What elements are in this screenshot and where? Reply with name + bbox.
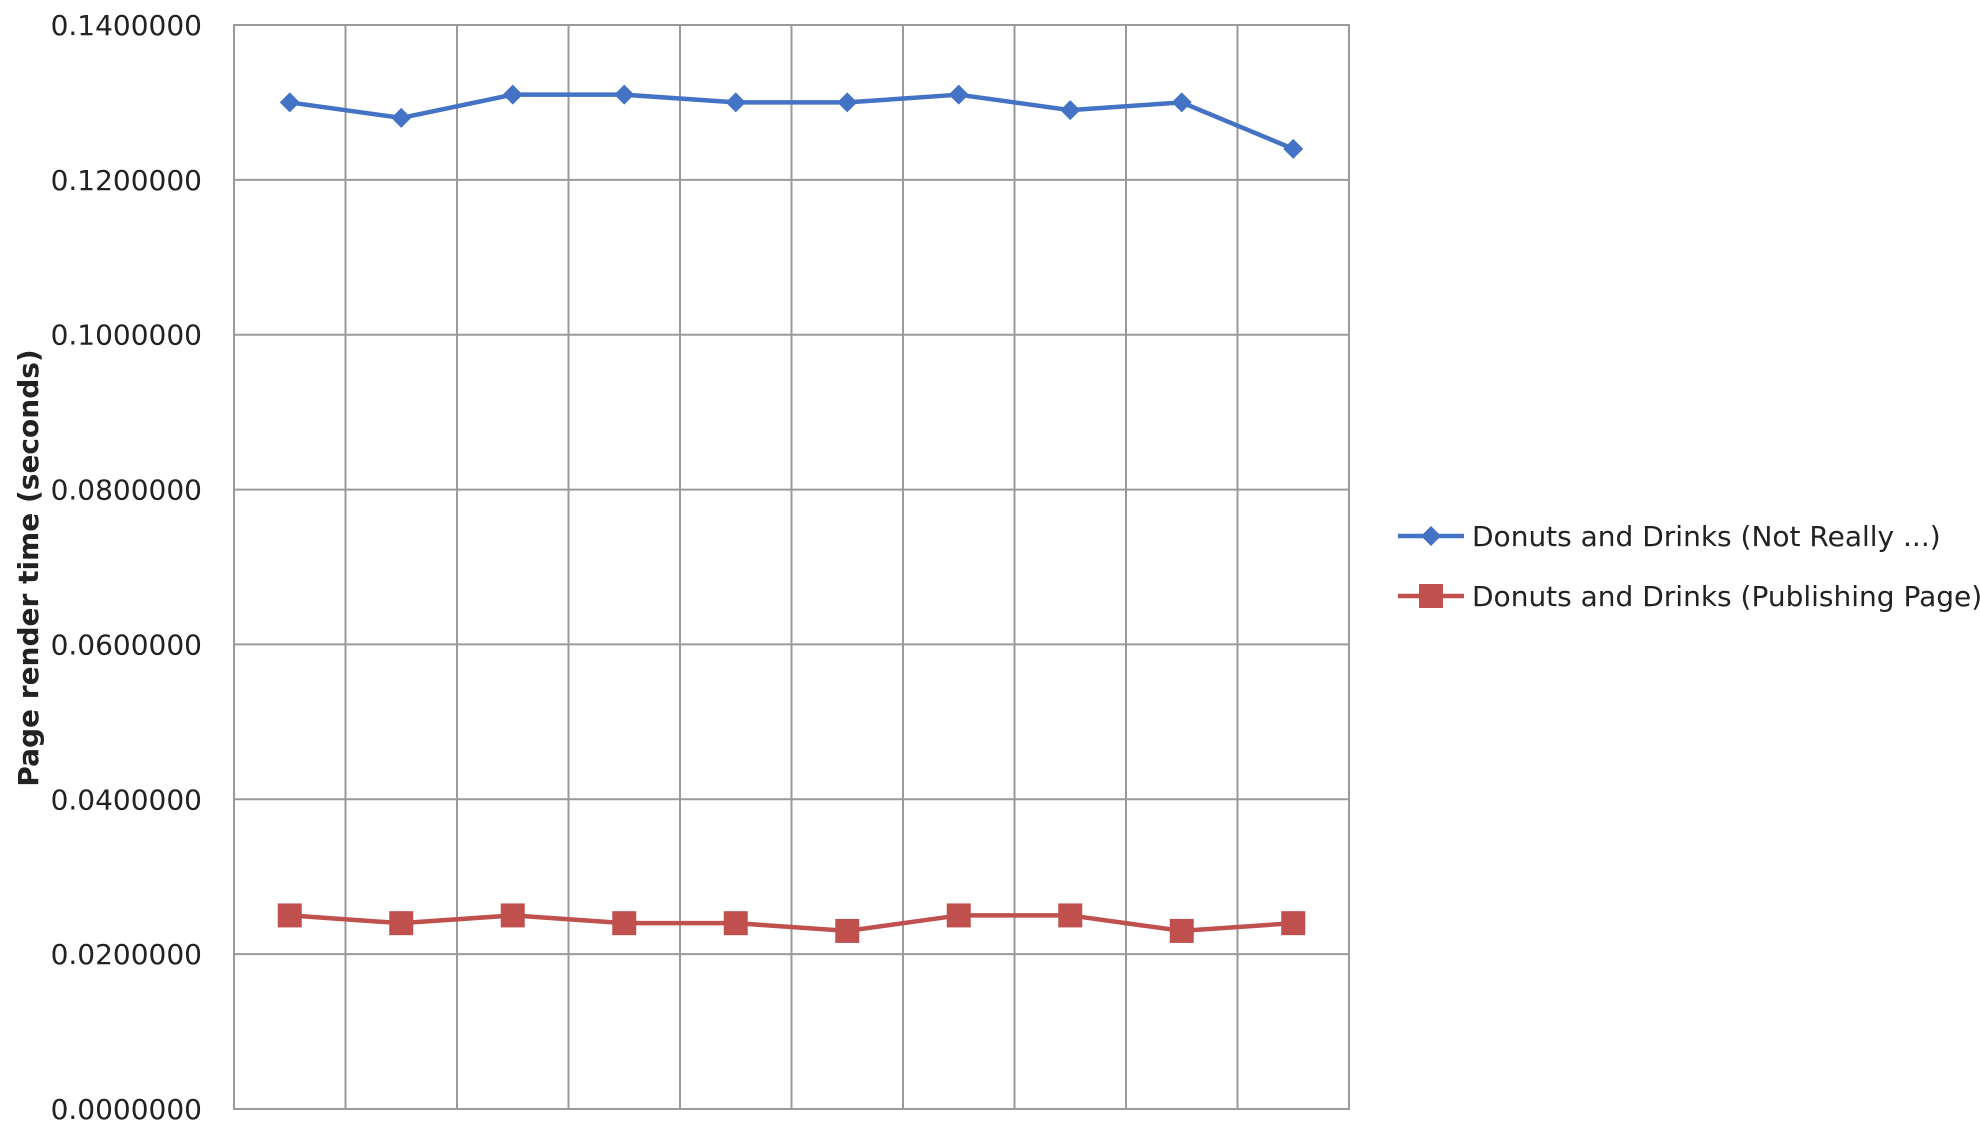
y-tick-label: 0.0400000 bbox=[51, 783, 202, 816]
data-point bbox=[614, 84, 635, 105]
y-tick-label: 0.1200000 bbox=[51, 164, 202, 197]
data-point bbox=[1171, 92, 1192, 113]
chart-gridlines bbox=[234, 24, 1349, 1110]
y-tick-label: 0.1400000 bbox=[51, 9, 202, 42]
series-2 bbox=[277, 903, 1306, 943]
data-point bbox=[946, 903, 971, 928]
plot-area bbox=[233, 24, 1350, 1110]
legend-label: Donuts and Drinks (Publishing Page) bbox=[1472, 580, 1980, 613]
y-tick-label: 0.0800000 bbox=[51, 474, 202, 507]
data-point bbox=[500, 903, 525, 928]
chart-series bbox=[277, 84, 1306, 943]
legend-marker bbox=[1419, 584, 1443, 608]
data-point bbox=[1281, 911, 1306, 936]
data-point bbox=[948, 84, 969, 105]
data-point bbox=[279, 92, 300, 113]
data-point bbox=[725, 92, 746, 113]
data-point bbox=[1169, 918, 1194, 943]
series-1 bbox=[279, 84, 1304, 159]
legend-label: Donuts and Drinks (Not Really ...) bbox=[1472, 520, 1941, 553]
y-tick-label: 0.0200000 bbox=[51, 938, 202, 971]
data-point bbox=[1060, 100, 1081, 121]
chart-legend: Donuts and Drinks (Not Really ...) Donuts… bbox=[1398, 520, 1980, 613]
data-point bbox=[837, 92, 858, 113]
legend-marker bbox=[1421, 526, 1441, 546]
legend-item: Donuts and Drinks (Publishing Page) bbox=[1398, 580, 1980, 613]
series-line bbox=[289, 92, 1295, 151]
data-point bbox=[502, 84, 523, 105]
y-tick-label: 0.0600000 bbox=[51, 628, 202, 661]
series-line bbox=[289, 913, 1294, 934]
data-point bbox=[1058, 903, 1083, 928]
data-point bbox=[1283, 138, 1304, 159]
data-point bbox=[277, 903, 302, 928]
y-tick-label: 0.0000000 bbox=[51, 1093, 202, 1124]
y-axis-title: Page render time (seconds) bbox=[12, 349, 45, 786]
y-tick-label: 0.1000000 bbox=[51, 319, 202, 352]
legend-item: Donuts and Drinks (Not Really ...) bbox=[1398, 520, 1941, 553]
data-point bbox=[835, 918, 860, 943]
data-point bbox=[612, 911, 637, 936]
data-point bbox=[391, 107, 412, 128]
data-point bbox=[389, 911, 414, 936]
data-point bbox=[723, 911, 748, 936]
y-axis-ticks: 0.0000000 0.0200000 0.0400000 0.0600000 0.08… bbox=[51, 9, 202, 1124]
